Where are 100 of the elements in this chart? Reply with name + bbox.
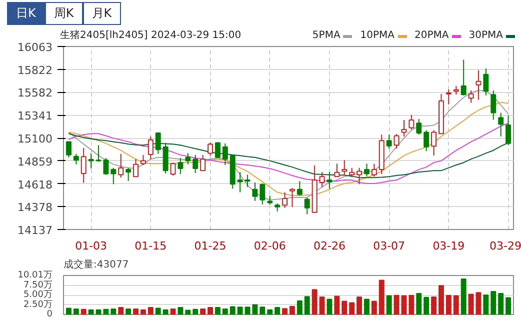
bar — [378, 280, 384, 314]
bar — [185, 310, 191, 314]
candlestick — [185, 152, 191, 165]
bar — [446, 294, 452, 314]
bar — [148, 306, 154, 314]
candlestick — [349, 167, 355, 178]
candlestick — [476, 70, 482, 100]
bar — [431, 296, 437, 314]
y-tick-label: 0 — [46, 310, 53, 320]
y-tick-label: 14137 — [18, 224, 53, 237]
y-tick-label: 7.50万 — [23, 280, 53, 290]
bar — [326, 298, 332, 314]
bar — [453, 295, 459, 314]
x-tick-label: 01-15 — [134, 240, 167, 252]
candlestick — [498, 112, 504, 137]
x-tick-label: 02-26 — [313, 240, 346, 252]
candlestick — [446, 88, 452, 105]
legend-label: 30PMA — [468, 29, 503, 43]
candlestick — [326, 172, 332, 190]
legend-label: 10PMA — [360, 29, 395, 43]
bar — [498, 292, 504, 314]
bar — [371, 300, 377, 314]
x-tick-label: 03-29 — [490, 240, 521, 252]
y-tick-label: 2.50万 — [23, 300, 53, 310]
candlestick — [460, 59, 466, 96]
candlestick — [66, 141, 72, 158]
bar — [460, 278, 466, 314]
bar — [408, 294, 414, 314]
text: 周K — [44, 2, 83, 26]
candlestick — [110, 167, 116, 185]
candlestick — [126, 167, 132, 182]
bar — [438, 285, 444, 314]
bar — [214, 306, 220, 314]
candlestick — [118, 153, 124, 178]
y-tick-label: 15582 — [18, 86, 53, 100]
candlestick — [506, 114, 512, 146]
candlestick — [282, 192, 288, 208]
candlestick — [468, 90, 474, 104]
bar — [73, 308, 79, 314]
bar — [416, 292, 422, 314]
bar — [140, 309, 146, 314]
bar — [162, 309, 168, 314]
candlestick — [483, 68, 489, 96]
bar — [126, 308, 132, 314]
bar — [192, 308, 198, 314]
candlestick — [80, 147, 86, 184]
y-tick-label: 15822 — [18, 64, 53, 77]
x-tick-label: 03-07 — [373, 240, 406, 252]
candlestick — [237, 172, 243, 193]
candlestick — [371, 163, 377, 178]
bar — [282, 308, 288, 314]
bar — [364, 298, 370, 314]
y-tick-label: 5.00万 — [23, 290, 53, 300]
x-tick-label: 02-06 — [254, 240, 286, 252]
bar — [274, 306, 280, 314]
bar — [319, 296, 325, 314]
bar — [80, 308, 86, 314]
bar — [260, 306, 266, 314]
candlestick — [394, 134, 400, 150]
x-tick-label: 01-03 — [75, 240, 108, 252]
candlestick — [133, 158, 139, 178]
y-tick-label: 10.01万 — [18, 270, 52, 280]
chart-title: 生猪2405[lh2405] 2024-03-29 15:00 — [60, 29, 242, 43]
bar — [267, 309, 273, 314]
bar — [222, 308, 228, 314]
candlestick — [386, 134, 392, 150]
candlestick — [490, 90, 496, 120]
candlestick — [178, 158, 184, 175]
candlestick — [170, 162, 176, 176]
chart-title: 成交量:43077 — [64, 258, 129, 270]
text: 月K — [82, 2, 121, 26]
legend-label: 20PMA — [414, 29, 449, 43]
y-tick-label: 14378 — [18, 201, 53, 214]
bar — [304, 296, 310, 314]
candlestick — [88, 152, 94, 169]
bar — [289, 306, 295, 314]
bar — [88, 309, 94, 314]
bar — [356, 296, 362, 314]
candlestick — [214, 142, 220, 158]
y-tick-label: 15100 — [18, 132, 53, 146]
candlestick — [73, 153, 79, 165]
bar — [200, 308, 206, 314]
x-tick-label: 03-19 — [432, 240, 465, 252]
bar — [424, 296, 430, 314]
bar — [237, 306, 243, 314]
candlestick — [252, 182, 258, 202]
bar — [110, 308, 116, 314]
candlestick — [296, 180, 302, 196]
candlestick — [364, 163, 370, 178]
bar — [334, 296, 340, 314]
candlestick — [319, 172, 325, 188]
bar — [386, 295, 392, 314]
candlestick — [356, 167, 362, 185]
candlestick — [140, 154, 146, 166]
bar — [296, 300, 302, 314]
bar — [155, 308, 161, 314]
y-tick-label: 14859 — [18, 155, 53, 168]
bar — [208, 306, 214, 314]
bar — [506, 297, 512, 314]
candlestick — [162, 142, 168, 174]
